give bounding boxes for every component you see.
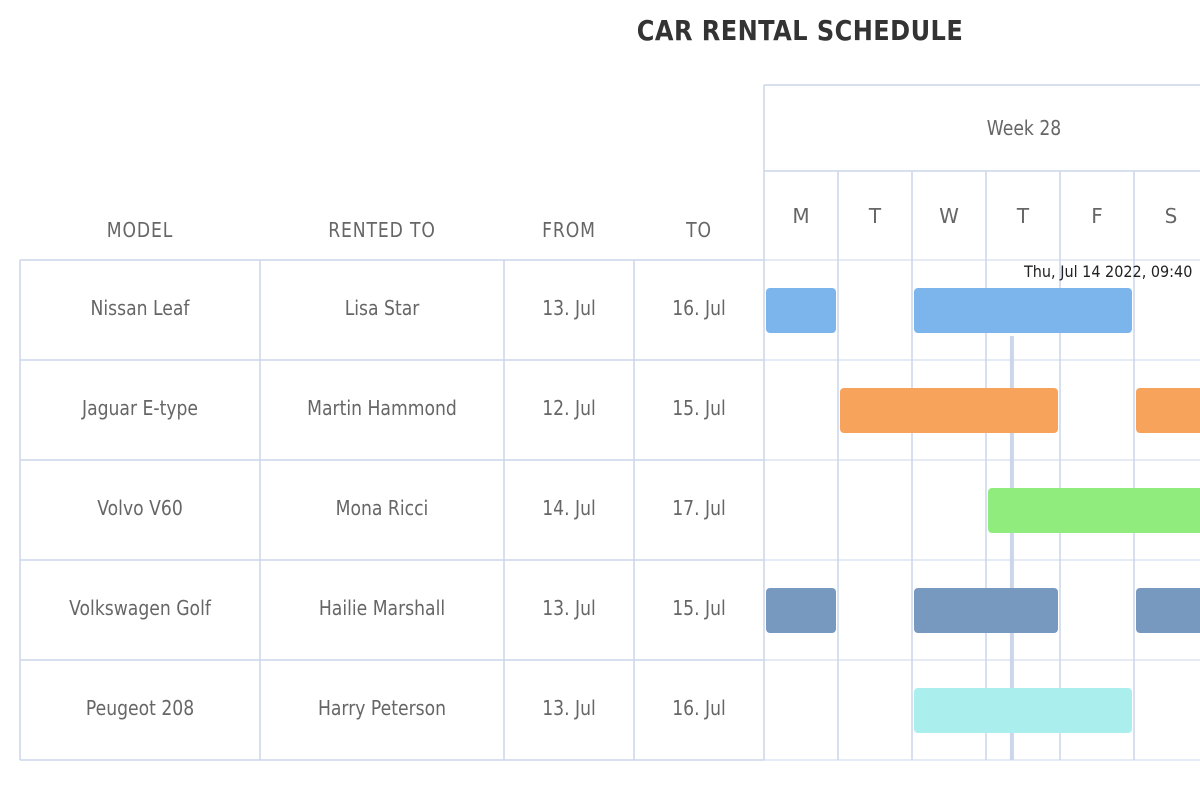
table-cell-from: 13. Jul [542,296,596,320]
table-cell-rented-to: Harry Peterson [317,696,447,720]
table-cell-to: 17. Jul [672,496,726,520]
day-label: T [868,204,882,228]
column-header-model: MODEL [106,218,174,242]
gantt-bar[interactable] [840,388,1058,433]
gantt-bar[interactable] [1136,588,1200,633]
table-cell-rented-to: Martin Hammond [307,396,457,420]
table-cell-to: 16. Jul [672,296,726,320]
gantt-bar[interactable] [914,288,1132,333]
gantt-bar[interactable] [766,588,836,633]
table-cell-rented-to: Mona Ricci [335,496,429,520]
column-header-from: FROM [542,218,596,242]
table-cell-rented-to: Hailie Marshall [318,596,446,620]
table-cell-model: Volkswagen Golf [69,596,211,620]
table-cell-to: 15. Jul [672,596,726,620]
table-cell-to: 15. Jul [672,396,726,420]
table-cell-from: 13. Jul [542,696,596,720]
gantt-bar[interactable] [988,488,1200,533]
day-label: S [1164,204,1178,228]
current-time-label: Thu, Jul 14 2022, 09:40 [1024,262,1193,281]
day-label: T [1016,204,1030,228]
table-cell-from: 12. Jul [542,396,596,420]
gantt-bar[interactable] [914,688,1132,733]
gantt-bar[interactable] [766,288,836,333]
table-cell-model: Peugeot 208 [85,696,195,720]
table-cell-model: Volvo V60 [97,496,183,520]
chart-title: CAR RENTAL SCHEDULE [636,14,964,47]
table-cell-to: 16. Jul [672,696,726,720]
column-header-rented-to: RENTED TO [328,218,436,242]
table-cell-model: Jaguar E-type [81,396,199,420]
table-cell-rented-to: Lisa Star [344,296,420,320]
table-cell-from: 14. Jul [542,496,596,520]
week-label: Week 28 [986,116,1062,140]
gantt-bar[interactable] [914,588,1058,633]
table-cell-from: 13. Jul [542,596,596,620]
gantt-bar[interactable] [1136,388,1200,433]
day-label: M [792,204,810,228]
day-label: F [1091,204,1103,228]
day-label: W [939,204,959,228]
table-cell-model: Nissan Leaf [90,296,190,320]
column-header-to: TO [686,218,712,242]
